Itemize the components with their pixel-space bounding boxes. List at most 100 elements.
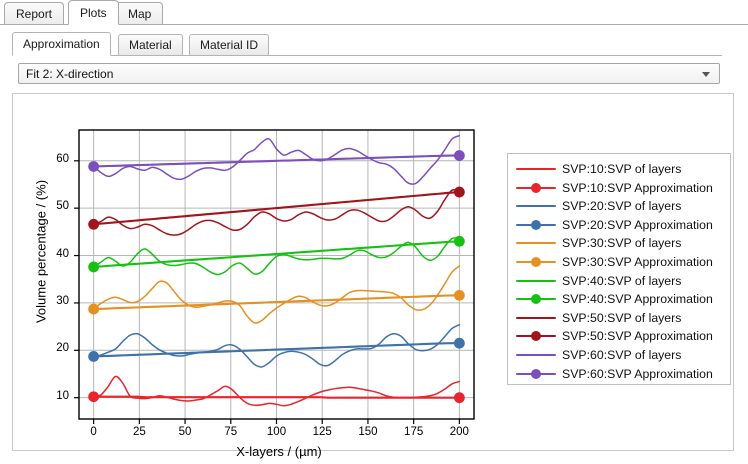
legend-line-icon (516, 316, 556, 319)
plot-area: Volume percentage / (%) X-layers / (µm) … (13, 94, 735, 459)
series-endpoint-marker (453, 392, 465, 404)
series-layers-line (92, 188, 461, 236)
legend-line-icon (516, 353, 556, 356)
tab-report[interactable]: Report (4, 2, 65, 24)
legend-item[interactable]: SVP:10:SVP of layers (508, 160, 730, 179)
legend-marker-icon (531, 256, 541, 267)
legend-marker-icon (531, 294, 541, 305)
y-tick-label: 50 (56, 200, 69, 213)
chart-legend: SVP:10:SVP of layers SVP:10:SVP Approxima… (507, 153, 731, 385)
legend-marker-icon (531, 368, 541, 379)
x-axis-label: X-layers / (µm) (236, 444, 322, 459)
x-tick-label: 75 (224, 426, 238, 438)
y-tick-label: 10 (56, 389, 69, 402)
legend-swatch (516, 365, 556, 384)
legend-item[interactable]: SVP:40:SVP of layers (508, 272, 730, 291)
x-tick-label: 0 (90, 426, 97, 438)
series-endpoint-marker (88, 391, 100, 403)
series-layers-line (92, 323, 461, 368)
fit-selector-value: Fit 2: X-direction (26, 67, 114, 81)
series-approximation-line (92, 395, 461, 399)
series-approximation-line (92, 294, 461, 311)
legend-item-label: SVP:60:SVP Approximation (562, 366, 713, 381)
series-approximation-line (92, 191, 461, 226)
legend-item-label: SVP:10:SVP of layers (562, 162, 682, 176)
outer-tab-strip: Report Plots Map (0, 0, 748, 25)
legend-swatch (516, 272, 556, 291)
fit-selector-dropdown[interactable]: Fit 2: X-direction (18, 63, 720, 84)
x-tick-label: 125 (312, 426, 332, 438)
series-endpoint-marker (453, 235, 465, 247)
tab-material-id[interactable]: Material ID (189, 34, 270, 55)
series-approximation-line (92, 240, 461, 268)
legend-swatch (516, 160, 556, 179)
legend-item[interactable]: SVP:10:SVP Approximation (508, 179, 730, 198)
series-layers-line (92, 265, 461, 324)
tab-approximation[interactable]: Approximation (12, 32, 111, 56)
legend-item-label: SVP:50:SVP Approximation (562, 329, 713, 344)
series-endpoint-marker (88, 218, 100, 230)
legend-swatch (516, 216, 556, 235)
legend-swatch (516, 309, 556, 328)
legend-item[interactable]: SVP:20:SVP of layers (508, 197, 730, 216)
legend-line-icon (516, 168, 556, 170)
series-approximation-line (92, 154, 461, 168)
legend-item-label: SVP:40:SVP of layers (562, 273, 682, 288)
legend-item[interactable]: SVP:30:SVP of layers (508, 234, 730, 253)
chart-svg (74, 129, 475, 424)
legend-line-icon (516, 205, 556, 208)
legend-line-icon (516, 242, 556, 245)
legend-item[interactable]: SVP:50:SVP Approximation (508, 327, 730, 346)
chart-container: Volume percentage / (%) X-layers / (µm) … (12, 93, 735, 459)
legend-item[interactable]: SVP:60:SVP Approximation (508, 365, 730, 384)
legend-item-label: SVP:20:SVP of layers (562, 199, 682, 214)
legend-item[interactable]: SVP:20:SVP Approximation (508, 216, 730, 235)
series-endpoint-marker (88, 303, 100, 315)
series-layers-line (92, 237, 461, 276)
legend-marker-icon (531, 331, 541, 342)
legend-item[interactable]: SVP:50:SVP of layers (508, 309, 730, 328)
x-tick-label: 150 (358, 426, 378, 438)
tab-material[interactable]: Material (118, 34, 183, 55)
legend-marker-icon (531, 182, 541, 193)
x-tick-label: 175 (404, 426, 424, 438)
legend-swatch (516, 327, 556, 346)
legend-item[interactable]: SVP:30:SVP Approximation (508, 253, 730, 272)
legend-marker-icon (531, 219, 541, 230)
legend-item[interactable]: SVP:40:SVP Approximation (508, 290, 730, 309)
x-tick-label: 200 (449, 426, 469, 438)
legend-swatch (516, 234, 556, 253)
legend-swatch (516, 290, 556, 309)
series-layers-line (92, 134, 461, 185)
series-endpoint-marker (88, 351, 100, 362)
tab-map[interactable]: Map (116, 2, 164, 24)
x-tick-label: 50 (178, 426, 192, 438)
legend-swatch (516, 346, 556, 365)
chevron-down-icon[interactable] (702, 72, 710, 77)
legend-item-label: SVP:40:SVP Approximation (562, 292, 713, 307)
series-endpoint-marker (453, 337, 465, 349)
legend-item-label: SVP:30:SVP Approximation (562, 254, 713, 269)
tab-plots[interactable]: Plots (68, 0, 119, 25)
inner-tab-strip: Approximation Material Material ID (12, 32, 736, 56)
y-tick-label: 20 (56, 342, 69, 355)
legend-item[interactable]: SVP:60:SVP of layers (508, 346, 730, 365)
legend-line-icon (516, 279, 556, 282)
legend-swatch (516, 179, 556, 198)
legend-item-label: SVP:20:SVP Approximation (562, 217, 713, 232)
series-approximation-line (92, 342, 461, 358)
y-tick-label: 30 (56, 294, 69, 307)
legend-item-label: SVP:10:SVP Approximation (562, 180, 713, 195)
plots-panel: Approximation Material Material ID Fit 2… (0, 25, 748, 464)
series-endpoint-marker (88, 161, 100, 172)
y-tick-label: 40 (56, 247, 69, 260)
y-tick-label: 60 (56, 152, 69, 165)
series-endpoint-marker (88, 261, 100, 273)
legend-swatch (516, 253, 556, 272)
legend-swatch (516, 197, 556, 216)
series-endpoint-marker (453, 150, 465, 161)
x-tick-label: 25 (132, 426, 146, 438)
legend-item-label: SVP:30:SVP of layers (562, 236, 682, 251)
legend-item-label: SVP:60:SVP of layers (562, 347, 682, 362)
